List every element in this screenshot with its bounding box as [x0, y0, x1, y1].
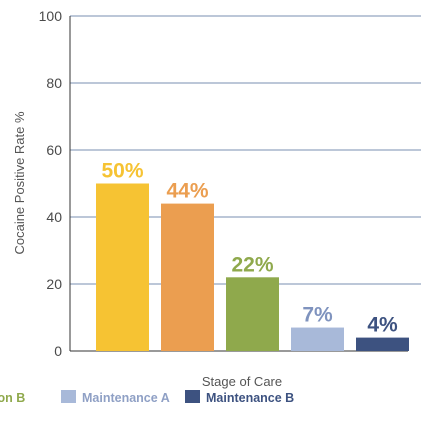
bar [161, 203, 214, 351]
legend-swatch [61, 390, 76, 403]
y-axis-title: Cocaine Positive Rate % [12, 111, 27, 255]
y-tick-label: 40 [46, 209, 62, 225]
bar-value-label: 4% [367, 314, 398, 337]
bar-value-label: 44% [166, 180, 208, 203]
y-tick-labels: 0 20 40 60 80 100 [39, 8, 63, 359]
legend-label: ion B [0, 391, 25, 405]
y-tick-label: 100 [39, 8, 63, 24]
bar [291, 327, 344, 351]
legend-label: Maintenance B [206, 391, 294, 405]
bars [96, 183, 409, 351]
bar-value-label: 7% [302, 304, 333, 327]
data-labels: 50% 44% 22% 7% 4% [101, 160, 398, 337]
bar [356, 337, 409, 351]
bar [96, 183, 149, 351]
bar-value-label: 50% [101, 160, 143, 183]
y-tick-label: 80 [46, 75, 62, 91]
y-tick-label: 20 [46, 276, 62, 292]
bar [226, 277, 279, 351]
legend-label: Maintenance A [82, 391, 170, 405]
x-axis-title: Stage of Care [202, 374, 282, 389]
y-tick-label: 60 [46, 142, 62, 158]
legend: ion B Maintenance A Maintenance B [0, 390, 294, 405]
bar-value-label: 22% [231, 253, 273, 276]
y-tick-label: 0 [54, 343, 62, 359]
legend-swatch [185, 390, 200, 403]
